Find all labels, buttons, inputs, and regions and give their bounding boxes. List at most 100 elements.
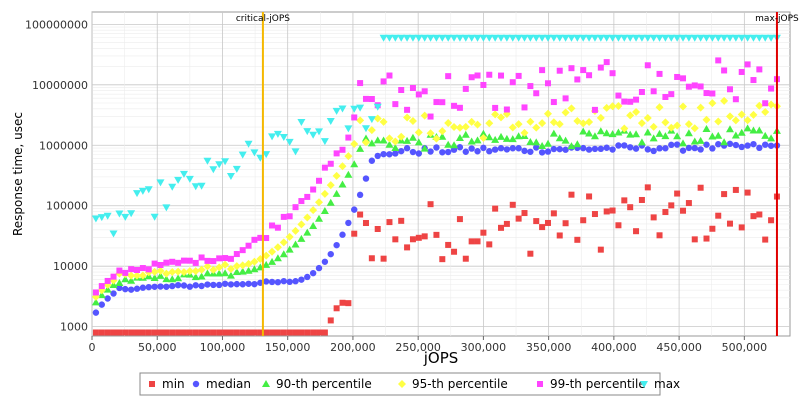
data-point <box>708 34 717 42</box>
legend-label: 99-th percentile <box>550 377 646 391</box>
data-point <box>332 189 341 197</box>
data-point <box>392 150 399 157</box>
marker-label: critical-jOPS <box>236 14 290 24</box>
data-point <box>186 329 193 336</box>
data-point <box>486 241 493 248</box>
data-point <box>738 68 745 75</box>
data-point <box>350 160 359 168</box>
legend-label: min <box>162 377 185 391</box>
data-point <box>197 182 206 190</box>
data-point <box>656 70 663 77</box>
data-point <box>656 232 663 239</box>
data-point <box>232 268 241 276</box>
data-point <box>204 257 211 264</box>
data-point <box>709 145 716 152</box>
data-point <box>385 134 394 143</box>
data-point <box>362 220 369 227</box>
data-point <box>216 329 223 336</box>
data-point <box>420 111 429 120</box>
data-point <box>543 139 552 147</box>
data-point <box>356 144 365 152</box>
x-tick-label: 250,000 <box>395 341 441 354</box>
data-point <box>398 147 405 155</box>
data-point <box>608 130 617 138</box>
data-point <box>725 34 734 42</box>
data-point <box>292 329 299 336</box>
data-point <box>643 114 652 123</box>
data-point <box>304 329 311 336</box>
x-tick-label: 400,000 <box>591 341 637 354</box>
data-point <box>685 144 693 152</box>
data-point <box>714 34 723 42</box>
data-point <box>186 283 194 290</box>
data-point <box>673 141 681 148</box>
data-point <box>497 132 506 140</box>
data-point <box>91 298 100 306</box>
data-point <box>338 180 347 188</box>
data-point <box>637 34 646 42</box>
data-point <box>503 220 510 227</box>
data-point <box>345 219 352 227</box>
data-point <box>708 99 717 108</box>
data-point <box>286 329 293 336</box>
data-point <box>467 117 476 126</box>
data-point <box>198 329 205 336</box>
data-point <box>168 183 177 191</box>
data-point <box>386 72 393 79</box>
data-point <box>197 272 206 280</box>
data-point <box>297 220 306 229</box>
data-point <box>420 144 429 152</box>
data-point <box>456 216 463 223</box>
data-point <box>268 278 276 286</box>
data-point <box>515 72 522 79</box>
data-point <box>121 213 130 221</box>
data-point <box>133 190 142 198</box>
data-point <box>508 123 517 132</box>
data-point <box>110 273 117 280</box>
data-point <box>673 121 682 130</box>
data-point <box>408 117 417 126</box>
data-point <box>233 329 240 336</box>
data-point <box>655 103 664 112</box>
data-point <box>403 34 412 42</box>
data-point <box>574 76 581 83</box>
data-point <box>439 99 446 106</box>
data-point <box>591 106 598 113</box>
data-point <box>280 329 287 336</box>
data-point <box>156 271 165 279</box>
data-point <box>116 329 123 336</box>
data-point <box>239 281 246 288</box>
data-point <box>679 139 688 147</box>
data-point <box>244 259 253 268</box>
data-point <box>726 220 733 227</box>
data-point <box>310 186 317 193</box>
data-point <box>555 120 564 129</box>
data-point <box>562 95 569 102</box>
data-point <box>461 130 470 138</box>
data-point <box>597 145 605 153</box>
data-point <box>621 98 628 105</box>
data-point <box>455 123 464 132</box>
data-point <box>520 128 529 137</box>
data-point <box>291 240 300 248</box>
data-point <box>438 132 447 140</box>
data-point <box>344 125 353 133</box>
data-point <box>321 258 329 265</box>
data-point <box>327 250 334 258</box>
data-point <box>579 34 588 42</box>
data-point <box>661 118 670 127</box>
data-point <box>386 219 393 226</box>
data-point <box>415 234 422 241</box>
data-point <box>626 111 635 120</box>
data-point <box>391 137 400 146</box>
x-tick-label: 100,000 <box>200 341 246 354</box>
data-point <box>408 34 417 42</box>
data-point <box>603 208 610 215</box>
data-point <box>439 256 446 263</box>
data-point <box>573 140 582 148</box>
legend-marker <box>262 380 270 387</box>
data-point <box>661 34 670 42</box>
data-point <box>503 146 511 153</box>
data-point <box>451 102 458 109</box>
data-point <box>627 98 634 105</box>
